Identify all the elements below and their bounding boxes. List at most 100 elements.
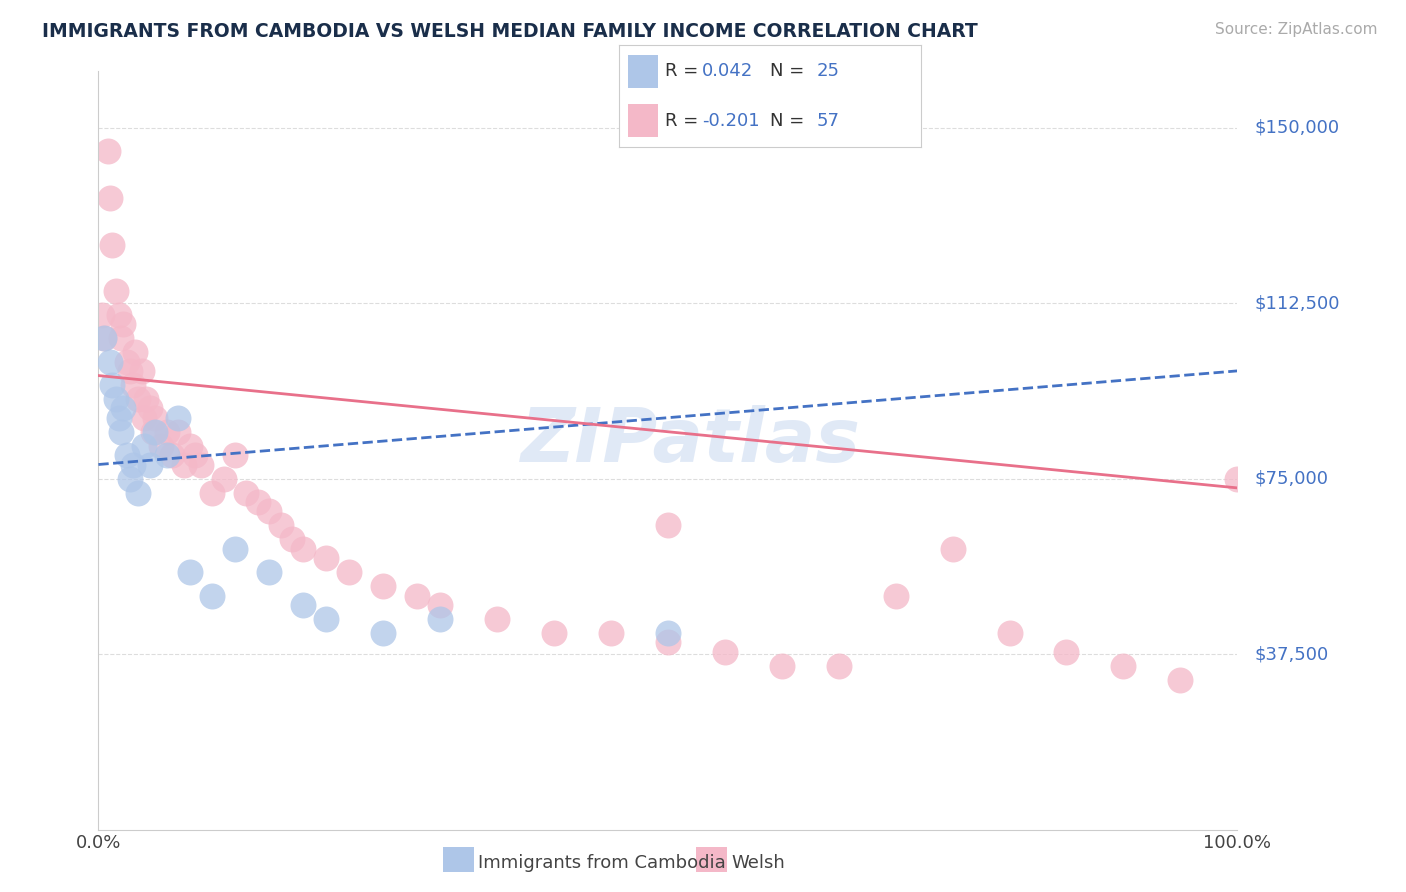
Point: [292, 541, 315, 556]
Point: [657, 635, 679, 649]
Text: $112,500: $112,500: [1254, 294, 1340, 312]
Point: [190, 458, 212, 472]
Point: [942, 541, 965, 556]
Point: [156, 448, 179, 462]
Point: [1170, 673, 1192, 687]
Point: [1112, 658, 1135, 673]
Point: [156, 425, 179, 439]
Point: [101, 237, 124, 252]
Bar: [627, 55, 658, 87]
Text: Immigrants from Cambodia: Immigrants from Cambodia: [478, 854, 725, 871]
Point: [93, 331, 115, 345]
Point: [184, 448, 207, 462]
Point: [121, 458, 143, 472]
Point: [281, 533, 304, 547]
Point: [120, 471, 142, 485]
Point: [429, 612, 451, 626]
Point: [112, 401, 135, 416]
Point: [201, 589, 224, 603]
Text: R =: R =: [665, 62, 704, 80]
Point: [167, 410, 190, 425]
Text: IMMIGRANTS FROM CAMBODIA VS WELSH MEDIAN FAMILY INCOME CORRELATION CHART: IMMIGRANTS FROM CAMBODIA VS WELSH MEDIAN…: [42, 22, 979, 41]
Text: R =: R =: [665, 112, 704, 129]
Point: [98, 191, 121, 205]
Point: [770, 658, 793, 673]
Point: [162, 448, 184, 462]
Point: [150, 439, 173, 453]
Point: [337, 565, 360, 579]
Point: [131, 364, 153, 378]
Point: [429, 598, 451, 612]
Text: Welsh: Welsh: [731, 854, 785, 871]
Text: N =: N =: [770, 112, 810, 129]
Text: $37,500: $37,500: [1254, 645, 1329, 663]
Point: [108, 410, 131, 425]
Point: [235, 485, 257, 500]
Point: [104, 392, 127, 406]
Point: [406, 589, 429, 603]
Point: [1226, 471, 1249, 485]
Point: [167, 425, 190, 439]
Point: [179, 565, 201, 579]
Text: 57: 57: [817, 112, 839, 129]
Point: [142, 425, 165, 439]
Point: [93, 331, 115, 345]
Point: [828, 658, 851, 673]
Text: -0.201: -0.201: [702, 112, 759, 129]
Point: [120, 364, 142, 378]
Point: [201, 485, 224, 500]
Point: [270, 518, 292, 533]
Point: [224, 541, 246, 556]
Point: [127, 485, 149, 500]
Text: $150,000: $150,000: [1254, 119, 1340, 136]
Text: ZIPatlas: ZIPatlas: [520, 405, 860, 477]
Point: [1056, 645, 1078, 659]
Text: Source: ZipAtlas.com: Source: ZipAtlas.com: [1215, 22, 1378, 37]
Point: [138, 458, 160, 472]
Point: [96, 144, 118, 158]
Point: [657, 518, 679, 533]
Point: [101, 378, 124, 392]
Point: [224, 448, 246, 462]
Point: [108, 308, 131, 322]
Point: [486, 612, 509, 626]
Point: [315, 612, 337, 626]
Point: [132, 439, 155, 453]
Point: [259, 504, 281, 518]
Point: [600, 626, 623, 640]
Point: [138, 401, 160, 416]
Point: [246, 495, 269, 509]
Point: [98, 354, 121, 368]
Point: [259, 565, 281, 579]
Point: [371, 579, 394, 593]
Text: 0.042: 0.042: [702, 62, 754, 80]
Point: [371, 626, 394, 640]
Point: [135, 392, 157, 406]
Point: [115, 354, 138, 368]
Point: [179, 439, 201, 453]
Point: [173, 458, 195, 472]
Point: [212, 471, 235, 485]
Text: 25: 25: [817, 62, 839, 80]
Text: N =: N =: [770, 62, 810, 80]
Point: [884, 589, 907, 603]
Point: [127, 392, 149, 406]
Point: [110, 331, 132, 345]
Point: [132, 410, 155, 425]
Point: [121, 378, 143, 392]
Point: [112, 317, 135, 331]
Point: [90, 308, 112, 322]
Point: [110, 425, 132, 439]
Point: [292, 598, 315, 612]
Point: [998, 626, 1021, 640]
Point: [124, 345, 146, 359]
Point: [714, 645, 737, 659]
Point: [104, 285, 127, 299]
Point: [145, 410, 167, 425]
Point: [115, 448, 138, 462]
Bar: [627, 104, 658, 137]
Point: [543, 626, 565, 640]
Point: [145, 425, 167, 439]
Text: $75,000: $75,000: [1254, 469, 1329, 488]
Point: [315, 551, 337, 566]
